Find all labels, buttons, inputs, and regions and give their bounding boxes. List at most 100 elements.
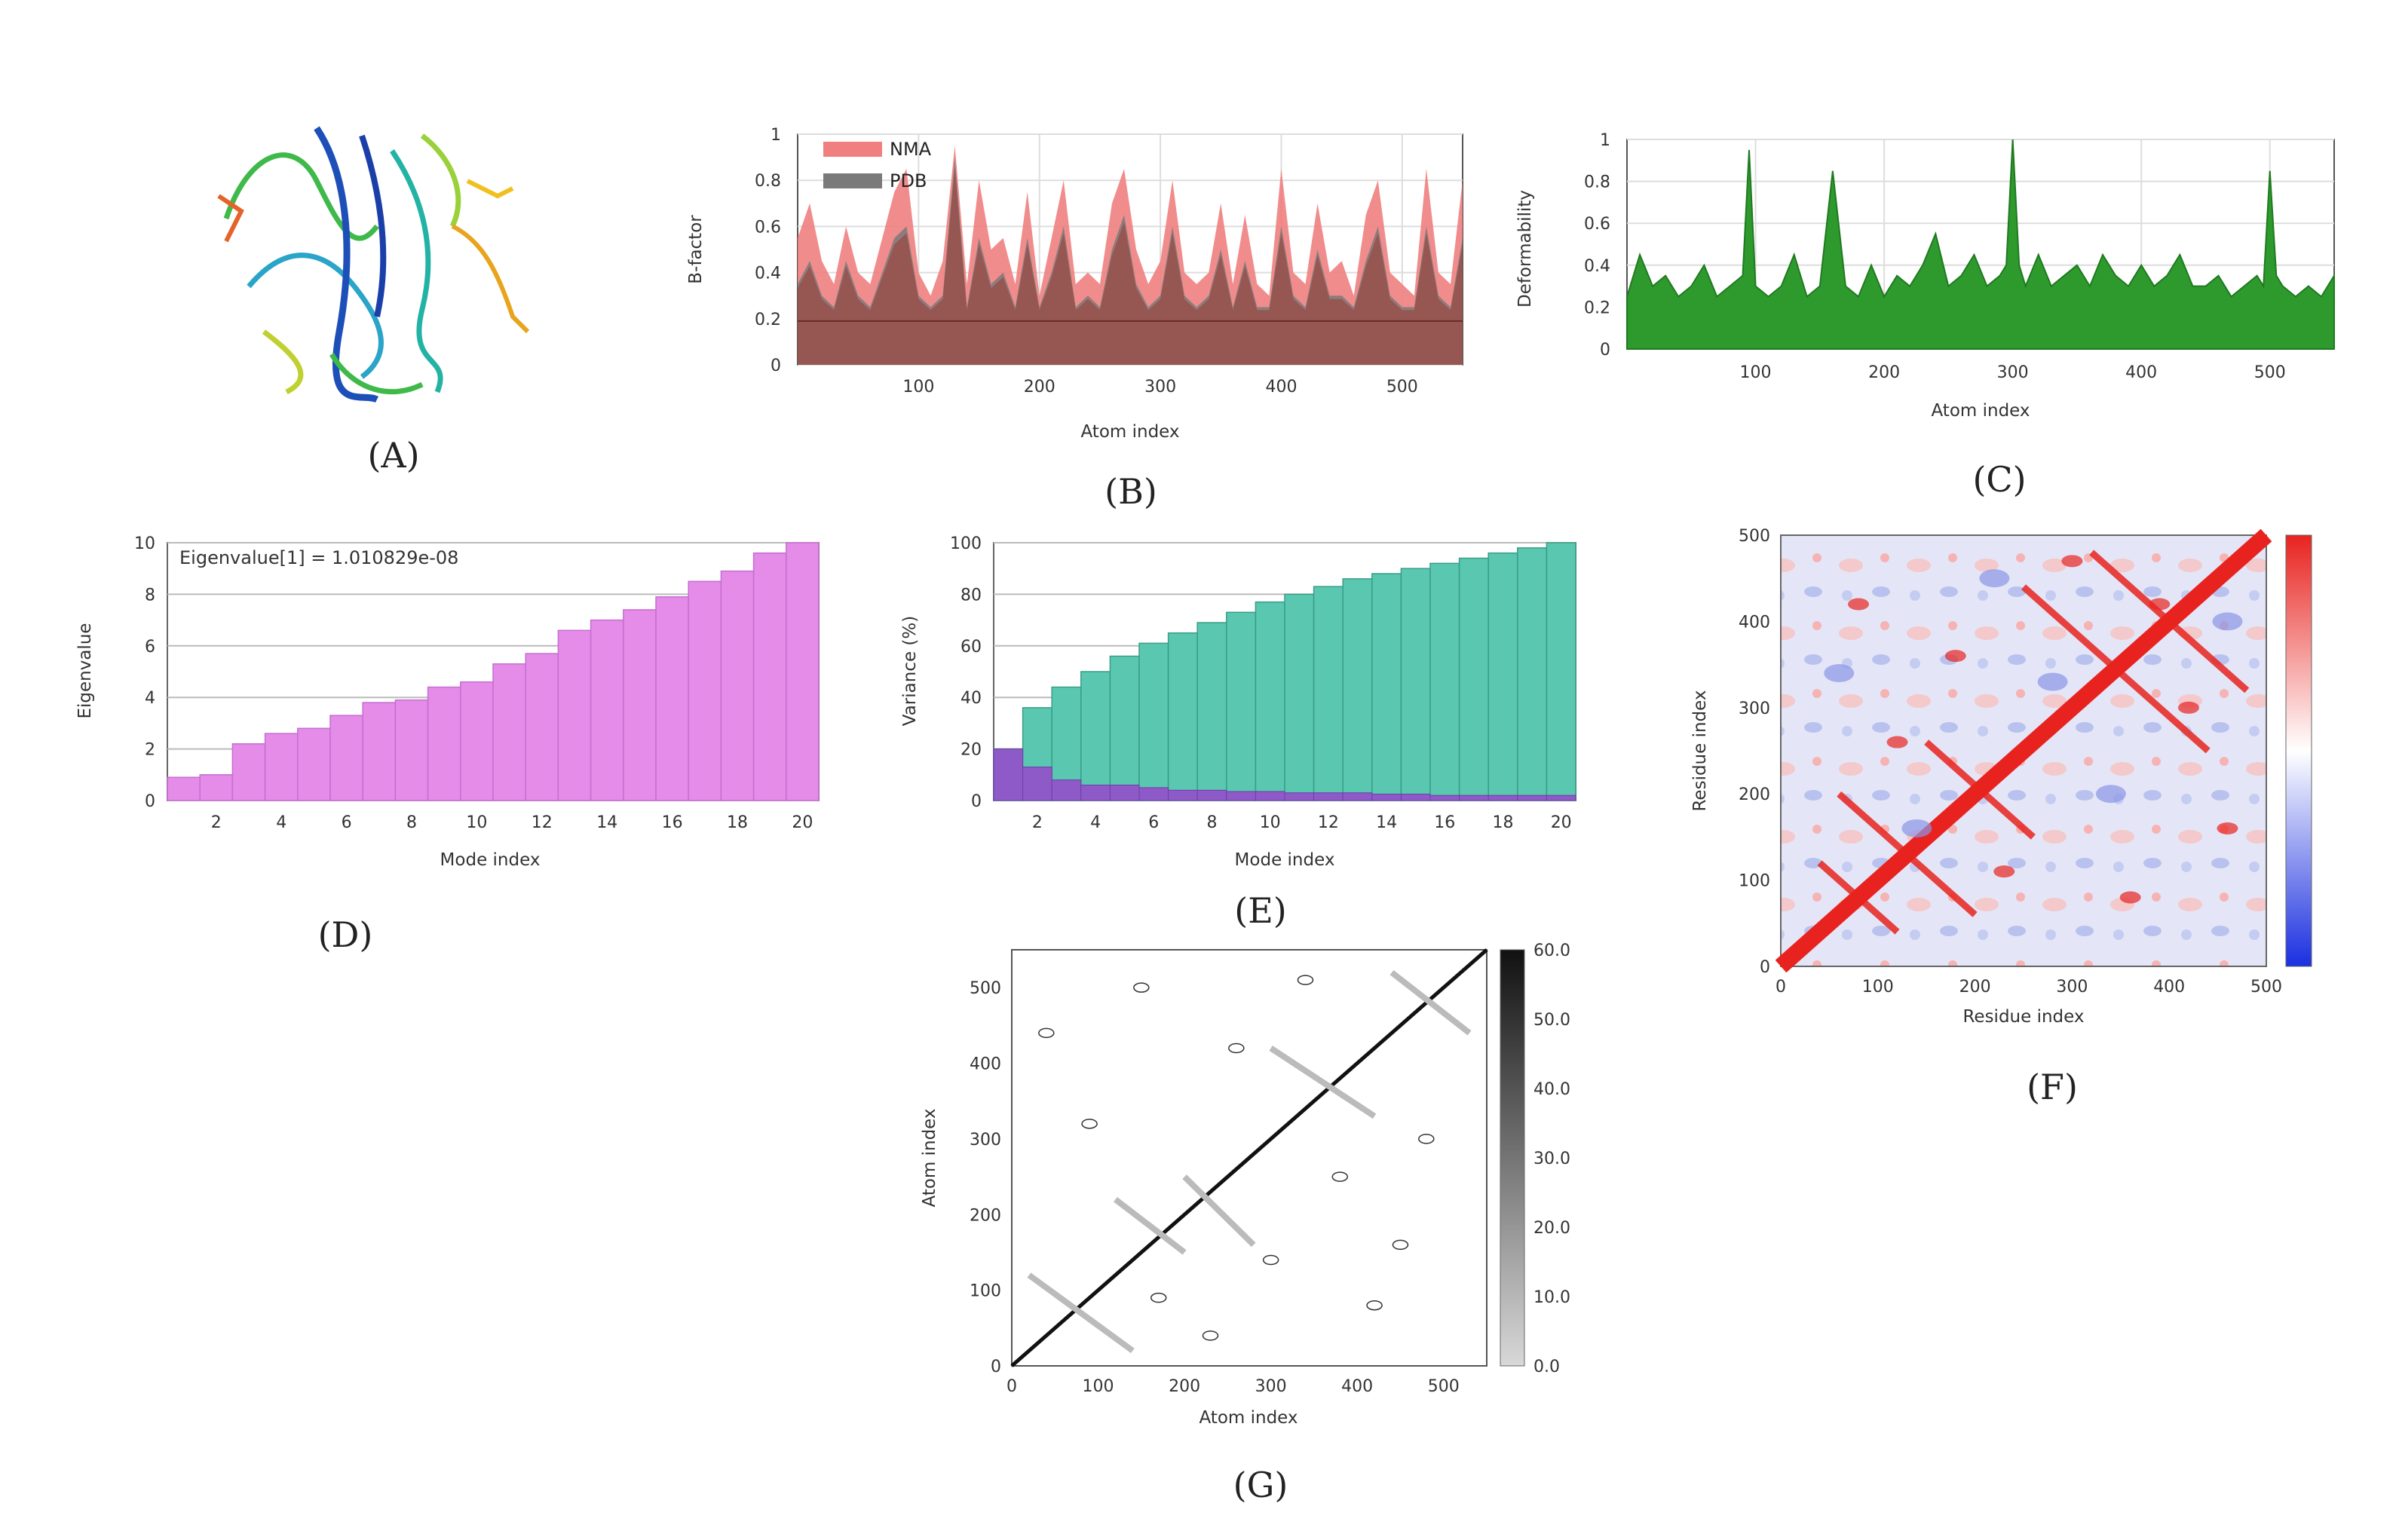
panel-g-x-axis-title: Atom index xyxy=(1199,1408,1298,1428)
panel-f-negative-cluster-5 xyxy=(1901,819,1932,837)
panel-f-y-ticks: 0 100 200 300 400 500 xyxy=(1739,527,1770,977)
eigen-bar-mode-12 xyxy=(525,653,559,801)
panel-e-x-tick-4: 4 xyxy=(1090,813,1101,832)
panel-c-label: (C) xyxy=(1972,459,2026,500)
panel-f-main-diagonal xyxy=(1775,528,2272,973)
panel-f-y-tick-500: 500 xyxy=(1739,527,1770,546)
variance-individual-bar-mode-15 xyxy=(1400,793,1431,801)
panel-c-series xyxy=(1626,139,2335,350)
panel-f-positive-cluster-5 xyxy=(2217,822,2238,834)
panel-f-x-tick-400: 400 xyxy=(2153,978,2185,997)
panel-d-y-tick-8: 8 xyxy=(145,586,155,605)
panel-g-y-ticks: 0 100 200 300 400 500 xyxy=(970,979,1001,1376)
eigen-bar-mode-4 xyxy=(264,733,299,801)
panel-c-y-tick-0.2: 0.2 xyxy=(1584,299,1610,317)
panel-g-anti-diagonal-4 xyxy=(1114,1197,1187,1255)
panel-g-contour-9 xyxy=(1133,982,1150,993)
panel-f-anti-diagonal-3 xyxy=(2021,584,2211,754)
panel-g-x-tick-500: 500 xyxy=(1428,1377,1460,1396)
panel-c-x-ticks: 100 200 300 400 500 xyxy=(1740,363,2286,382)
panel-f-positive-cluster-8 xyxy=(2119,891,2141,904)
panel-b-x-tick-500: 500 xyxy=(1386,378,1418,396)
variance-individual-bar-mode-6 xyxy=(1138,787,1169,801)
panel-d-annotation: Eigenvalue[1] = 1.010829e-08 xyxy=(179,547,458,568)
variance-cumulative-bar-mode-15 xyxy=(1400,568,1431,801)
panel-g-contour-8 xyxy=(1418,1134,1435,1144)
panel-g-contour-3 xyxy=(1150,1292,1167,1303)
series-overlap xyxy=(798,167,1463,365)
panel-f-anti-diagonal-5 xyxy=(2089,550,2250,693)
panel-e-y-tick-100: 100 xyxy=(950,534,982,553)
panel-g-colorbar-tick-50.0: 50.0 xyxy=(1533,1011,1570,1030)
panel-c-y-tick-0.4: 0.4 xyxy=(1584,257,1610,276)
panel-f-positive-cluster-7 xyxy=(1993,865,2015,878)
panel-g-y-tick-0: 0 xyxy=(991,1358,1001,1376)
panel-g-colorbar-tick-10.0: 10.0 xyxy=(1533,1288,1570,1307)
panel-f-x-tick-200: 200 xyxy=(1959,978,1991,997)
panel-f-label: (F) xyxy=(2027,1067,2078,1107)
panel-g-anti-diagonal-1 xyxy=(1027,1272,1135,1354)
legend-swatch-nma xyxy=(823,142,882,157)
panel-b: 100 200 300 400 500 0 0.2 0.4 0.6 0.8 1 NMA PDB A… xyxy=(686,126,1463,512)
eigen-bar-mode-15 xyxy=(623,609,657,801)
panel-g-y-tick-500: 500 xyxy=(970,979,1001,998)
panel-d-y-tick-0: 0 xyxy=(145,792,155,811)
panel-g-x-tick-0: 0 xyxy=(1006,1377,1017,1396)
legend-label-pdb: PDB xyxy=(890,170,927,191)
panel-b-series xyxy=(798,145,1463,366)
panel-d-x-tick-14: 14 xyxy=(596,813,617,832)
panel-g-colorbar-tick-0.0: 0.0 xyxy=(1533,1358,1560,1376)
panel-c-y-ticks: 0 0.2 0.4 0.6 0.8 1 xyxy=(1584,131,1610,360)
panel-e-x-axis-title: Mode index xyxy=(1235,850,1335,870)
panel-e-bars xyxy=(993,542,1576,801)
panel-d-x-tick-10: 10 xyxy=(466,813,487,832)
panel-g-anti-diagonal-5 xyxy=(1389,969,1472,1036)
variance-individual-bar-mode-12 xyxy=(1313,792,1344,801)
panel-b-x-tick-200: 200 xyxy=(1024,378,1055,396)
panel-g-x-tick-100: 100 xyxy=(1083,1377,1114,1396)
panel-c-x-tick-100: 100 xyxy=(1740,363,1772,382)
panel-d-x-tick-12: 12 xyxy=(532,813,553,832)
panel-b-y-axis-title: B-factor xyxy=(686,215,706,284)
legend-label-nma: NMA xyxy=(890,139,932,160)
panel-g-contour-4 xyxy=(1228,1042,1245,1054)
panel-d-x-tick-2: 2 xyxy=(211,813,222,832)
panel-b-x-axis-title: Atom index xyxy=(1080,422,1179,442)
legend-swatch-pdb xyxy=(823,173,882,188)
panel-d-bars xyxy=(167,542,820,801)
variance-individual-bar-mode-17 xyxy=(1459,794,1489,801)
panel-g-colorbar xyxy=(1500,949,1525,1367)
panel-c-x-tick-200: 200 xyxy=(1868,363,1900,382)
panel-b-label: (B) xyxy=(1105,471,1157,512)
panel-e-y-tick-60: 60 xyxy=(961,638,982,657)
variance-individual-bar-mode-10 xyxy=(1255,791,1285,801)
panel-b-y-tick-0.8: 0.8 xyxy=(755,172,781,191)
eigen-bar-mode-3 xyxy=(231,743,266,801)
series-deformability xyxy=(1626,139,2335,350)
panel-f-negative-cluster-1 xyxy=(1824,664,1855,683)
variance-individual-bar-mode-1 xyxy=(993,749,1024,801)
eigen-bar-mode-2 xyxy=(199,774,234,801)
eigen-bar-mode-14 xyxy=(590,619,624,801)
panel-f-anti-diagonal-4 xyxy=(1837,791,1978,917)
variance-cumulative-bar-mode-4 xyxy=(1080,671,1111,801)
panel-g-x-tick-400: 400 xyxy=(1341,1377,1373,1396)
panel-f-diagonals xyxy=(1775,528,2272,973)
panel-d-x-tick-6: 6 xyxy=(342,813,352,832)
panel-d-x-axis-title: Mode index xyxy=(440,850,541,870)
panel-c-x-tick-300: 300 xyxy=(1997,363,2029,382)
panel-b-x-tick-400: 400 xyxy=(1265,378,1297,396)
variance-individual-bar-mode-19 xyxy=(1517,794,1547,801)
panel-f-positive-cluster-1 xyxy=(1848,598,1870,611)
panel-f-negative-cluster-3 xyxy=(2095,785,2126,804)
panel-c-y-axis-title: Deformability xyxy=(1515,190,1535,308)
panel-e-y-tick-0: 0 xyxy=(971,792,982,811)
variance-cumulative-bar-mode-8 xyxy=(1196,622,1227,801)
variance-cumulative-bar-mode-13 xyxy=(1342,578,1373,801)
panel-e-y-axis-title: Variance (%) xyxy=(900,616,920,726)
panel-g-contour-2 xyxy=(1081,1119,1098,1129)
panel-d-x-tick-8: 8 xyxy=(406,813,417,832)
panel-g-colorbar-tick-30.0: 30.0 xyxy=(1533,1150,1570,1168)
variance-cumulative-bar-mode-12 xyxy=(1313,586,1344,801)
eigen-bar-mode-20 xyxy=(786,542,820,801)
